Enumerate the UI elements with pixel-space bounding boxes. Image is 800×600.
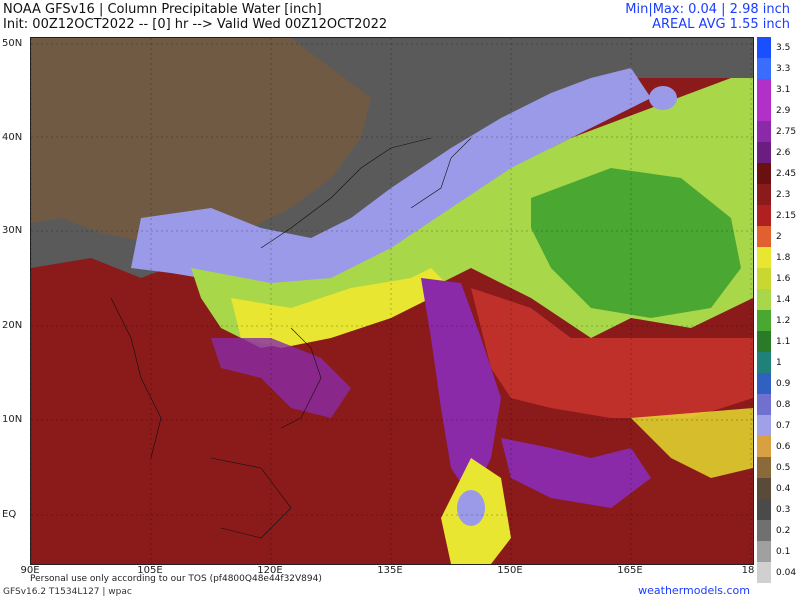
- japan-coastline: [410, 137, 472, 209]
- dry-air-band: [131, 68, 651, 288]
- model-info: GFSv16.2 T1534L127 | wpac: [3, 587, 132, 597]
- colorbar-tick-label: 0.1: [776, 547, 791, 557]
- minmax-readout: Min|Max: 0.04 | 2.98 inch: [625, 2, 790, 17]
- colorbar-tick-label: 1.1: [776, 337, 791, 347]
- colorbar-swatch: [757, 373, 771, 394]
- colorbar-swatch: [757, 247, 771, 268]
- colorbar-tick-label: 1: [776, 358, 782, 368]
- philippine-sea-purple: [211, 338, 351, 418]
- colorbar-swatch: [757, 520, 771, 541]
- colorbar-swatch: [757, 58, 771, 79]
- colorbar-swatch: [757, 37, 771, 58]
- areal-average-readout: AREAL AVG 1.55 inch: [652, 17, 790, 32]
- colorbar-swatch: [757, 121, 771, 142]
- colorbar-swatch: [757, 562, 771, 583]
- lat-label-50n: 50N: [2, 38, 23, 49]
- colorbar-swatch: [757, 184, 771, 205]
- site-link[interactable]: weathermodels.com: [638, 584, 750, 597]
- borneo-coastline: [210, 457, 292, 539]
- header-left: NOAA GFSv16 | Column Precipitable Water …: [3, 2, 387, 32]
- colorbar-swatch: [757, 457, 771, 478]
- colorbar-tick-label: 1.6: [776, 274, 791, 284]
- lon-label-165e: 165E: [617, 565, 643, 576]
- colorbar-tick-label: 0.9: [776, 379, 791, 389]
- lon-label-90e: 90E: [20, 565, 40, 576]
- colorbar-tick-label: 2: [776, 232, 782, 242]
- colorbar-swatch: [757, 163, 771, 184]
- colorbar-tick-label: 3.5: [776, 43, 791, 53]
- header-right: Min|Max: 0.04 | 2.98 inch AREAL AVG 1.55…: [625, 2, 790, 32]
- lon-label-105e: 105E: [137, 565, 163, 576]
- lat-label-10n: 10N: [2, 414, 23, 425]
- colorbar-tick-label: 2.75: [776, 127, 797, 137]
- lon-label-120e: 120E: [257, 565, 283, 576]
- upper-low-dry-spot: [649, 86, 677, 110]
- colorbar-tick-label: 0.3: [776, 505, 791, 515]
- colorbar-tick-label: 0.4: [776, 484, 791, 494]
- map-title: NOAA GFSv16 | Column Precipitable Water …: [3, 2, 322, 17]
- lat-label-eq: EQ: [2, 509, 17, 520]
- colorbar-tick-label: 2.9: [776, 106, 791, 116]
- indochina-coastline: [110, 297, 162, 459]
- colorbar-tick-label: 1.4: [776, 295, 791, 305]
- colorbar-swatch: [757, 142, 771, 163]
- init-valid-line: Init: 00Z12OCT2022 -- [0] hr --> Valid W…: [3, 17, 388, 32]
- yellow-band-east: [631, 408, 753, 478]
- equatorial-dry-spot: [457, 490, 485, 526]
- map-canvas: [31, 38, 753, 564]
- gridlines: [31, 38, 753, 564]
- colorbar-tick-label: 3.1: [776, 85, 791, 95]
- colorbar-swatch: [757, 268, 771, 289]
- colorbar-tick-label: 0.7: [776, 421, 791, 431]
- colorbar-tick-label: 2.45: [776, 169, 797, 179]
- lon-label-150e: 150E: [497, 565, 523, 576]
- china-coastline: [260, 137, 432, 249]
- lon-label-135e: 135E: [377, 565, 403, 576]
- colorbar-tick-label: 0.5: [776, 463, 791, 473]
- colorbar: [757, 37, 771, 585]
- colorbar-swatch: [757, 100, 771, 121]
- lon-label-180: 18: [741, 565, 755, 576]
- colorbar-swatch: [757, 289, 771, 310]
- equatorial-purple-patch: [501, 438, 651, 508]
- colorbar-swatch: [757, 415, 771, 436]
- colorbar-swatch: [757, 352, 771, 373]
- colorbar-tick-label: 3.3: [776, 64, 791, 74]
- colorbar-swatch: [757, 226, 771, 247]
- colorbar-tick-label: 0.2: [776, 526, 791, 536]
- moisture-plume-east: [471, 288, 753, 418]
- yellow-band-north: [231, 268, 451, 348]
- colorbar-swatch: [757, 79, 771, 100]
- tos-notice: Personal use only according to our TOS (…: [30, 574, 322, 584]
- colorbar-tick-label: 1.8: [776, 253, 791, 263]
- colorbar-tick-label: 2.15: [776, 211, 797, 221]
- colorbar-swatch: [757, 436, 771, 457]
- typhoon-core-moisture: [421, 278, 501, 498]
- land-brown-region: [31, 38, 371, 243]
- coastline-outlines: [110, 137, 472, 539]
- lat-label-20n: 20N: [2, 320, 23, 331]
- colorbar-tick-label: 2.6: [776, 148, 791, 158]
- colorbar-tick-label: 2.3: [776, 190, 791, 200]
- colorbar-tick-label: 0.6: [776, 442, 791, 452]
- colorbar-tick-label: 0.8: [776, 400, 791, 410]
- colorbar-swatch: [757, 331, 771, 352]
- lat-label-40n: 40N: [2, 132, 23, 143]
- colorbar-tick-label: 0.04: [776, 568, 797, 578]
- colorbar-swatch: [757, 478, 771, 499]
- colorbar-swatch: [757, 310, 771, 331]
- precipitable-water-map: [30, 37, 754, 565]
- colorbar-swatch: [757, 499, 771, 520]
- philippines-coastline: [280, 327, 322, 429]
- colorbar-tick-label: 1.2: [776, 316, 791, 326]
- colorbar-swatch: [757, 541, 771, 562]
- colorbar-swatch: [757, 394, 771, 415]
- colorbar-swatch: [757, 205, 771, 226]
- cyclone-circulation: [531, 168, 741, 318]
- lat-label-30n: 30N: [2, 225, 23, 236]
